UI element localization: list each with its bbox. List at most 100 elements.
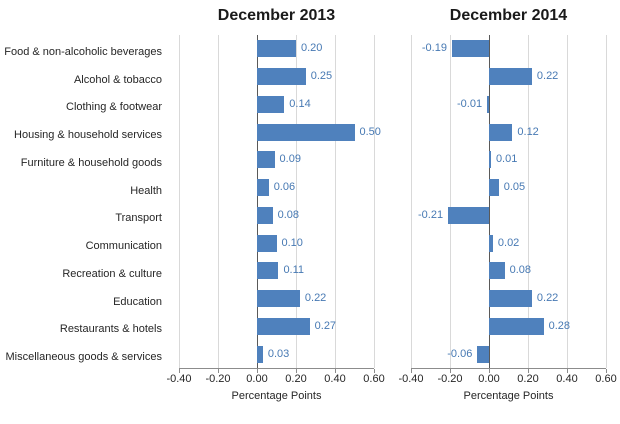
category-label: Clothing & footwear bbox=[66, 101, 162, 114]
bar bbox=[257, 206, 273, 224]
x-axis-label-2013: Percentage Points bbox=[231, 390, 322, 402]
x-tick-mark bbox=[567, 369, 568, 373]
bar-value-label: -0.06 bbox=[447, 347, 473, 360]
bar-value-label: 0.20 bbox=[301, 42, 323, 55]
x-tick-label: 0.20 bbox=[517, 373, 539, 385]
bar bbox=[489, 151, 491, 169]
bar-value-label: 0.06 bbox=[273, 181, 296, 194]
gridline bbox=[606, 35, 607, 368]
gridline bbox=[374, 35, 375, 368]
bar bbox=[477, 345, 489, 363]
x-tick-label: 0.60 bbox=[363, 373, 385, 385]
bar bbox=[257, 95, 285, 113]
zero-axis-line bbox=[257, 35, 258, 368]
bar-value-label: 0.28 bbox=[548, 319, 571, 332]
bar bbox=[448, 206, 489, 224]
gridline bbox=[528, 35, 529, 368]
gridline bbox=[450, 35, 451, 368]
bar bbox=[489, 290, 532, 308]
bar-value-label: 0.22 bbox=[304, 292, 327, 305]
x-tick-mark bbox=[257, 369, 258, 373]
bar bbox=[489, 123, 513, 141]
bar bbox=[489, 317, 544, 335]
panel-december-2014: December 2014 -0.19 0.22 -0.01 0.12 0.01 0.05… bbox=[398, 3, 616, 402]
x-tick-mark bbox=[179, 369, 180, 373]
x-tick-mark bbox=[218, 369, 219, 373]
category-label: Education bbox=[113, 295, 162, 308]
bar bbox=[489, 68, 532, 86]
x-tick-mark bbox=[450, 369, 451, 373]
x-tick-label: 0.20 bbox=[285, 373, 307, 385]
x-axis-ticks-2013: -0.40 -0.20 0.00 0.20 0.40 0.60 bbox=[166, 369, 384, 386]
x-axis-ticks-2014: -0.40 -0.20 0.00 0.20 0.40 0.60 bbox=[398, 369, 616, 386]
bar-value-label: 0.14 bbox=[289, 97, 311, 110]
x-axis-label-2014: Percentage Points bbox=[463, 390, 554, 402]
gridline bbox=[567, 35, 568, 368]
category-label: Miscellaneous goods & services bbox=[5, 351, 162, 364]
bar-value-label: 0.02 bbox=[497, 236, 520, 249]
x-tick-label: 0.40 bbox=[324, 373, 346, 385]
bar bbox=[257, 151, 275, 169]
category-label: Furniture & household goods bbox=[20, 156, 162, 169]
bar bbox=[257, 123, 355, 141]
x-tick-label: -0.20 bbox=[205, 373, 231, 385]
gridline bbox=[335, 35, 336, 368]
category-label: Housing & household services bbox=[14, 129, 162, 142]
bar-value-label: 0.50 bbox=[359, 125, 381, 138]
bar-value-label: -0.21 bbox=[417, 208, 444, 221]
x-tick-label: 0.00 bbox=[246, 373, 268, 385]
gridline bbox=[179, 35, 180, 368]
bar bbox=[257, 40, 296, 58]
category-label: Food & non-alcoholic beverages bbox=[4, 45, 162, 58]
x-tick-mark bbox=[606, 369, 607, 373]
bar-value-label: 0.01 bbox=[495, 153, 518, 166]
category-axis: Food & non-alcoholic beverages Alcohol & … bbox=[0, 3, 170, 402]
bar-value-label: 0.12 bbox=[517, 125, 539, 138]
x-tick-mark bbox=[489, 369, 490, 373]
bar-value-label: 0.09 bbox=[279, 153, 301, 166]
bar-value-label: -0.19 bbox=[421, 42, 447, 55]
category-label: Recreation & culture bbox=[62, 267, 162, 280]
gridline bbox=[296, 35, 297, 368]
bar bbox=[487, 95, 489, 113]
plot-area-2013: 0.20 0.25 0.14 0.50 0.09 0.06 0.08 0.10 0.11 0.22… bbox=[179, 35, 381, 373]
category-label: Alcohol & tobacco bbox=[73, 73, 162, 86]
bar-value-label: 0.27 bbox=[314, 319, 337, 332]
bar bbox=[257, 179, 269, 197]
gridline bbox=[218, 35, 219, 368]
chart-title-2013: December 2013 bbox=[217, 7, 336, 24]
category-label: Transport bbox=[115, 212, 162, 225]
x-tick-label: 0.00 bbox=[478, 373, 500, 385]
bar bbox=[257, 234, 277, 252]
bar-value-label: 0.22 bbox=[536, 70, 559, 83]
x-tick-label: 0.40 bbox=[556, 373, 578, 385]
bar-value-label: 0.22 bbox=[536, 292, 559, 305]
x-tick-mark bbox=[411, 369, 412, 373]
bar-value-label: 0.10 bbox=[281, 236, 303, 249]
bar-value-label: 0.08 bbox=[509, 264, 532, 277]
x-tick-label: -0.40 bbox=[166, 373, 192, 385]
gridline bbox=[411, 35, 412, 368]
x-tick-mark bbox=[296, 369, 297, 373]
x-tick-mark bbox=[374, 369, 375, 373]
bar-value-label: 0.08 bbox=[277, 208, 300, 221]
category-label: Restaurants & hotels bbox=[59, 323, 162, 336]
category-label: Health bbox=[130, 184, 162, 197]
category-label: Communication bbox=[85, 240, 162, 253]
zero-axis-line bbox=[489, 35, 490, 368]
bar bbox=[257, 317, 310, 335]
bar bbox=[257, 68, 306, 86]
bar bbox=[489, 179, 499, 197]
bar bbox=[257, 290, 300, 308]
plot-area-2014: -0.19 0.22 -0.01 0.12 0.01 0.05 -0.21 0.02 0.08 0… bbox=[411, 35, 607, 373]
bar bbox=[257, 262, 279, 280]
x-tick-label: -0.40 bbox=[398, 373, 424, 385]
bar-value-label: 0.25 bbox=[310, 70, 333, 83]
bar-value-label: 0.03 bbox=[267, 347, 290, 360]
bar bbox=[489, 262, 505, 280]
x-tick-mark bbox=[335, 369, 336, 373]
chart-title-2014: December 2014 bbox=[449, 7, 568, 24]
bar-value-label: 0.05 bbox=[503, 181, 526, 194]
chart-wrap: Food & non-alcoholic beverages Alcohol & … bbox=[0, 3, 616, 402]
